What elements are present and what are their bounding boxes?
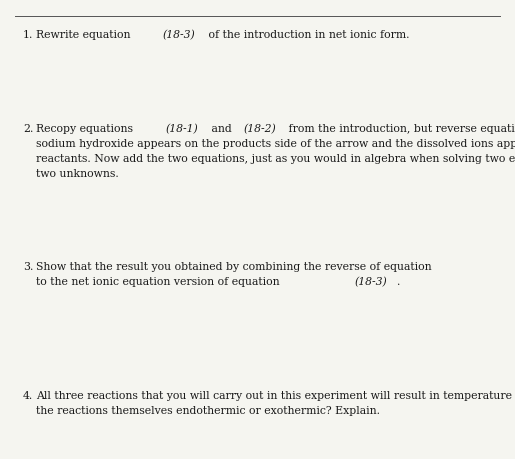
Text: and: and [208,124,235,134]
Text: (18-1): (18-1) [166,124,198,134]
Text: All three reactions that you will carry out in this experiment will result in te: All three reactions that you will carry … [36,391,515,401]
Text: of the introduction in net ionic form.: of the introduction in net ionic form. [205,30,409,40]
Text: to the net ionic equation version of equation: to the net ionic equation version of equ… [36,277,283,287]
Text: 2.: 2. [23,124,33,134]
Text: 3.: 3. [23,262,33,272]
Text: reactants. Now add the two equations, just as you would in algebra when solving : reactants. Now add the two equations, ju… [36,154,515,164]
Text: sodium hydroxide appears on the products side of the arrow and the dissolved ion: sodium hydroxide appears on the products… [36,139,515,149]
Text: 1.: 1. [23,30,33,40]
Text: from the introduction, but reverse equation: from the introduction, but reverse equat… [285,124,515,134]
Text: Recopy equations: Recopy equations [36,124,136,134]
Text: (18-2): (18-2) [243,124,276,134]
Text: .: . [397,277,401,287]
Text: two unknowns.: two unknowns. [36,169,119,179]
Text: 4.: 4. [23,391,33,401]
Text: Rewrite equation: Rewrite equation [36,30,134,40]
Text: Show that the result you obtained by combining the reverse of equation: Show that the result you obtained by com… [36,262,435,272]
Text: (18-3): (18-3) [163,30,195,40]
Text: (18-3): (18-3) [355,277,388,287]
Text: the reactions themselves endothermic or exothermic? Explain.: the reactions themselves endothermic or … [36,406,380,416]
